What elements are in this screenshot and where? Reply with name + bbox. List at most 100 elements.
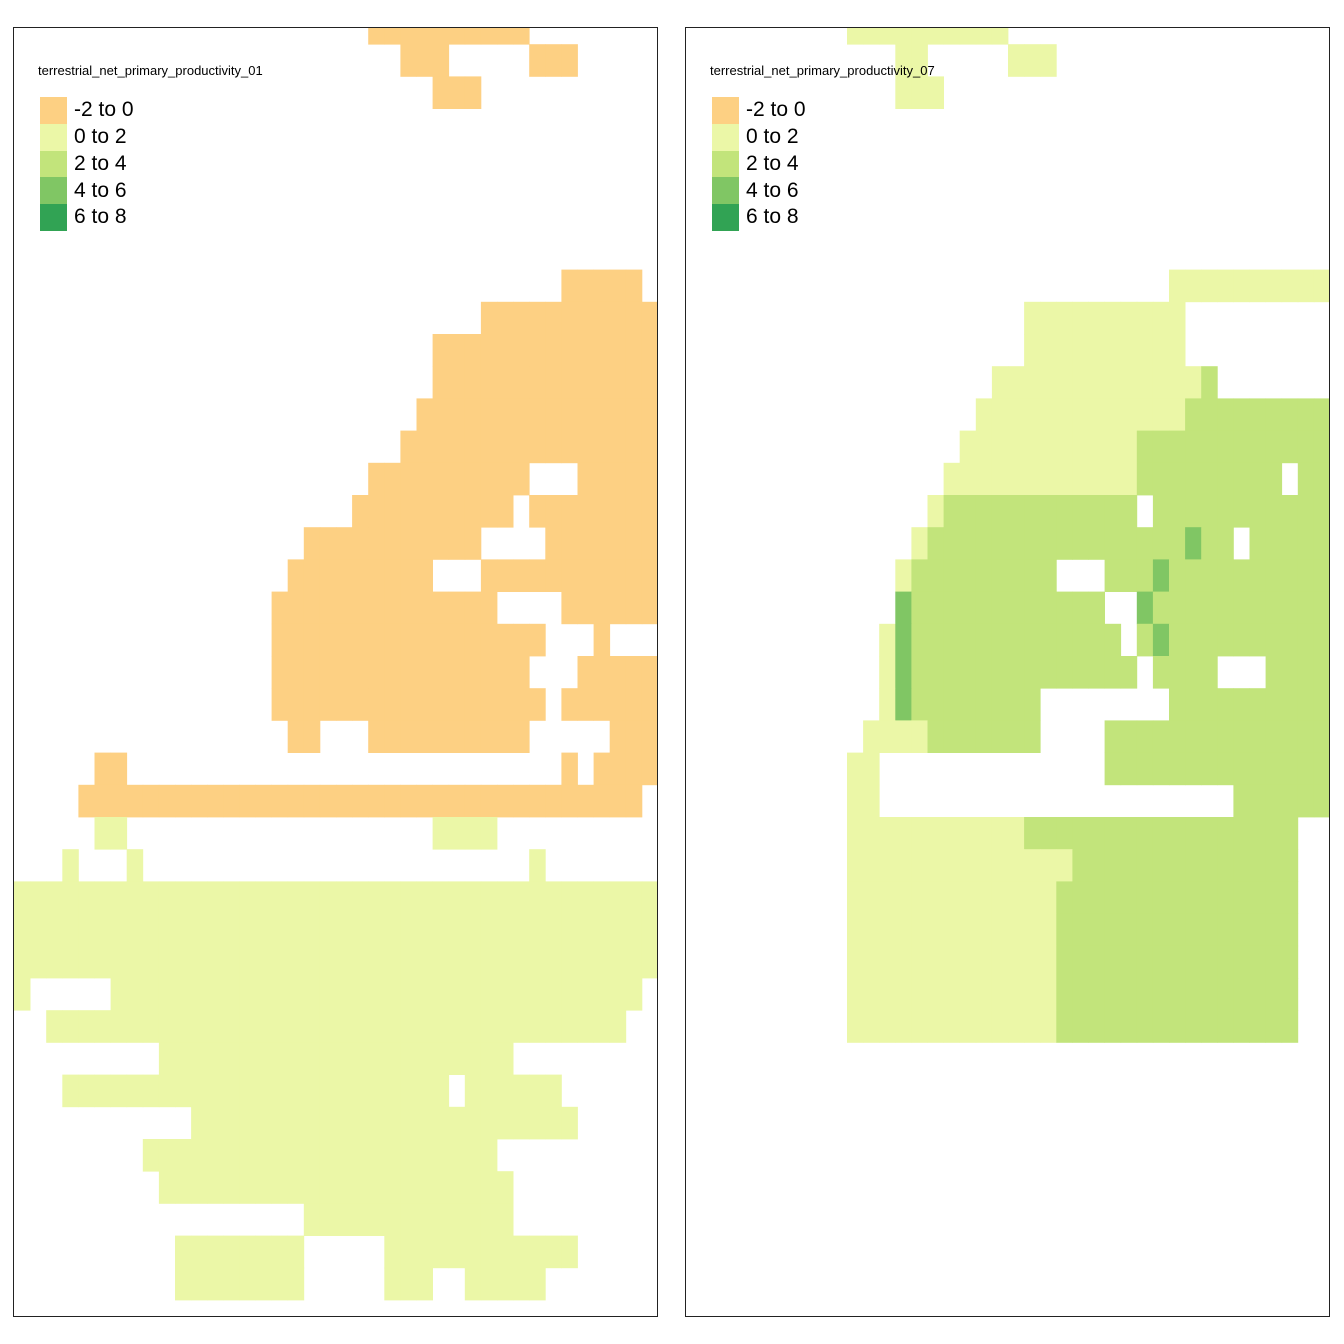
raster-cell — [271, 1106, 289, 1140]
raster-cell — [975, 559, 993, 592]
raster-cell — [1120, 913, 1138, 947]
raster-cell — [400, 591, 417, 625]
raster-cell — [1088, 591, 1105, 625]
raster-cell — [384, 1139, 401, 1172]
raster-cell — [287, 623, 305, 657]
raster-cell — [400, 784, 417, 818]
raster-cell — [991, 881, 1009, 914]
raster-cell — [1152, 849, 1170, 882]
raster-cell — [577, 334, 594, 367]
raster-cell — [448, 623, 466, 657]
raster-cell — [416, 398, 433, 431]
raster-cell — [609, 527, 627, 560]
raster-cell — [191, 1139, 208, 1172]
raster-cell — [943, 945, 961, 979]
raster-cell — [1265, 656, 1283, 689]
raster-cell — [448, 398, 466, 431]
raster-cell — [1265, 623, 1283, 657]
raster-cell — [1281, 688, 1299, 721]
raster-cell — [975, 462, 993, 496]
raster-cell — [62, 945, 79, 979]
raster-cell — [1104, 366, 1122, 399]
raster-cell — [368, 1171, 385, 1204]
raster-cell — [975, 1010, 993, 1043]
raster-cell — [545, 527, 562, 560]
raster-cell — [577, 398, 594, 431]
raster-cell — [336, 784, 353, 818]
raster-cell — [1281, 784, 1299, 818]
raster-cell — [1265, 849, 1283, 882]
legend-swatch — [40, 123, 67, 151]
raster-cell — [1040, 527, 1057, 560]
raster-cell — [142, 913, 160, 947]
raster-cell — [319, 784, 337, 818]
raster-cell — [545, 1106, 562, 1140]
raster-cell — [336, 1010, 353, 1043]
raster-cell — [1201, 688, 1218, 721]
raster-cell — [271, 656, 289, 689]
raster-cell — [400, 881, 417, 914]
raster-cell — [416, 1171, 433, 1204]
raster-cell — [1169, 623, 1186, 657]
raster-cell — [287, 913, 305, 947]
raster-cell — [1169, 591, 1186, 625]
raster-cell — [529, 978, 546, 1011]
raster-cell — [432, 1139, 450, 1172]
raster-cell — [879, 720, 896, 753]
raster-cell — [448, 495, 466, 528]
raster-cell — [448, 656, 466, 689]
raster-cell — [513, 301, 530, 335]
legend-label: 6 to 8 — [746, 205, 799, 229]
legend-item: 4 to 6 — [40, 177, 134, 204]
raster-cell — [239, 978, 256, 1011]
raster-cell — [1104, 301, 1122, 335]
raster-cell — [480, 1171, 498, 1204]
raster-cell — [480, 623, 498, 657]
raster-cell — [513, 28, 530, 45]
raster-cell — [1185, 688, 1202, 721]
raster-cell — [641, 752, 657, 786]
raster-cell — [497, 430, 514, 464]
raster-cell — [255, 1267, 272, 1301]
raster-cell — [1185, 881, 1202, 914]
raster-cell — [577, 462, 594, 496]
raster-cell — [1185, 978, 1202, 1011]
legend-right: -2 to 0 0 to 2 2 to 4 4 to 6 6 to 8 — [712, 97, 806, 231]
raster-cell — [352, 945, 369, 979]
raster-cell — [561, 44, 578, 77]
raster-cell — [239, 1010, 256, 1043]
raster-cell — [847, 1010, 864, 1043]
raster-cell — [1265, 495, 1283, 528]
raster-cell — [609, 495, 627, 528]
raster-cell — [1265, 752, 1283, 786]
raster-cell — [545, 44, 562, 77]
legend-label: 6 to 8 — [74, 205, 127, 229]
raster-cell — [448, 1010, 466, 1043]
raster-cell — [158, 1042, 176, 1075]
raster-cell — [943, 656, 961, 689]
raster-cell — [1056, 301, 1073, 335]
raster-cell — [1056, 527, 1073, 560]
raster-cell — [1120, 945, 1138, 979]
raster-cell — [895, 817, 912, 850]
raster-cell — [319, 1074, 337, 1108]
raster-cell — [432, 945, 450, 979]
raster-cell — [94, 881, 111, 914]
raster-cell — [1281, 430, 1299, 464]
raster-cell — [303, 881, 321, 914]
raster-cell — [1169, 334, 1186, 367]
raster-cell — [336, 527, 353, 560]
raster-cell — [513, 656, 530, 689]
raster-cell — [641, 301, 657, 335]
raster-cell — [14, 945, 31, 979]
raster-cell — [464, 720, 482, 753]
raster-cell — [255, 1010, 272, 1043]
raster-cell — [497, 334, 514, 367]
raster-cell — [529, 784, 546, 818]
legend-item: 2 to 4 — [40, 150, 134, 178]
raster-cell — [513, 978, 530, 1011]
legend-item: 2 to 4 — [712, 150, 806, 178]
raster-cell — [927, 527, 944, 560]
raster-cell — [480, 978, 498, 1011]
raster-cell — [513, 688, 530, 721]
